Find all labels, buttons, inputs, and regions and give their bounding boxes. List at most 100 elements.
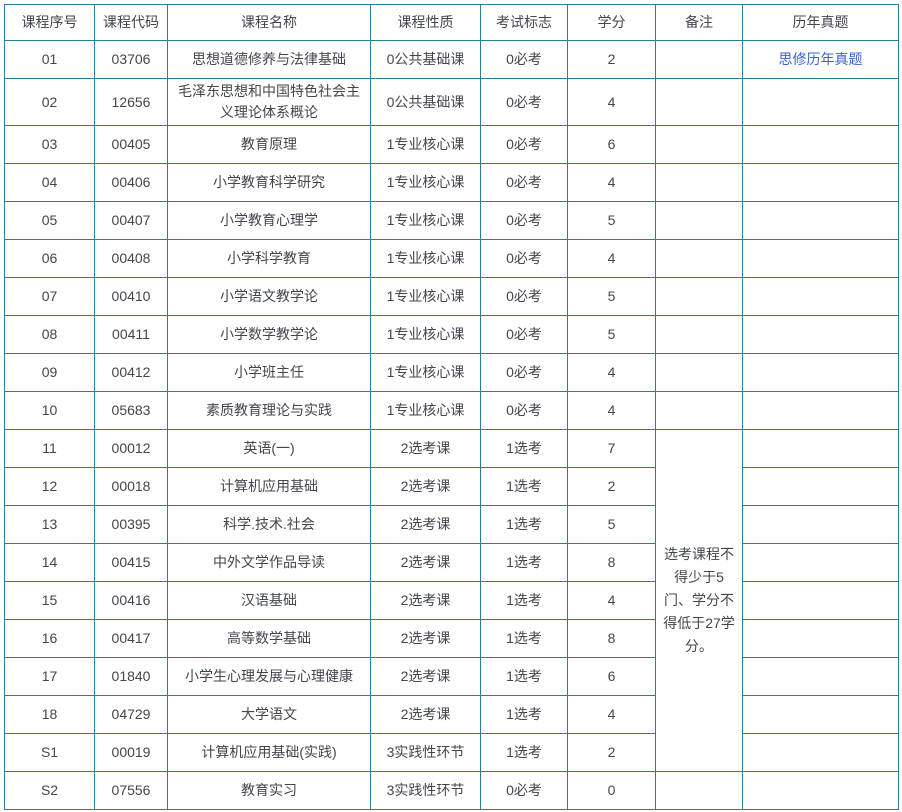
table-row-S1: S1 00019 计算机应用基础(实践) 3实践性环节 1选考 2 [4,733,899,772]
credits-cell: 2 [567,467,656,506]
table-row-10: 10 05683 素质教育理论与实践 1专业核心课 0必考 4 [4,391,899,430]
course-code-cell: 00415 [94,543,168,582]
course-name-cell: 小学教育心理学 [167,201,371,240]
col-header-course-nature: 课程性质 [370,4,481,41]
table-row-09: 09 00412 小学班主任 1专业核心课 0必考 4 [4,353,899,392]
course-code-cell: 04729 [94,695,168,734]
table-row-12: 12 00018 计算机应用基础 2选考课 1选考 2 [4,467,899,506]
course-seq-cell: S2 [4,771,95,810]
course-name-cell: 小学教育科学研究 [167,163,371,202]
course-nature-cell: 1专业核心课 [370,315,481,354]
course-seq-cell: 09 [4,353,95,392]
table-row-15: 15 00416 汉语基础 2选考课 1选考 4 [4,581,899,620]
past-paper-cell [742,163,899,202]
note-cell [655,353,743,392]
col-header-note: 备注 [655,4,743,41]
course-code-cell: 00406 [94,163,168,202]
past-paper-cell [742,201,899,240]
credits-cell: 5 [567,277,656,316]
past-paper-link[interactable]: 思修历年真题 [778,51,863,67]
note-cell [655,771,743,810]
course-seq-cell: 10 [4,391,95,430]
table-row-14: 14 00415 中外文学作品导读 2选考课 1选考 8 [4,543,899,582]
past-paper-cell [742,581,899,620]
credits-cell: 4 [567,163,656,202]
table-row-03: 03 00405 教育原理 1专业核心课 0必考 6 [4,125,899,164]
course-name-cell: 计算机应用基础(实践) [167,733,371,772]
course-table-header: 课程序号 课程代码 课程名称 课程性质 考试标志 学分 备注 历年真题 [4,4,899,41]
course-name-cell: 教育实习 [167,771,371,810]
past-paper-cell [742,391,899,430]
past-paper-cell [742,239,899,278]
course-nature-cell: 2选考课 [370,619,481,658]
course-name-cell: 思想道德修养与法律基础 [167,40,371,79]
credits-cell: 6 [567,125,656,164]
col-header-course-name: 课程名称 [167,4,371,41]
course-seq-cell: 16 [4,619,95,658]
exam-flag-cell: 0必考 [480,201,568,240]
past-paper-cell [742,467,899,506]
col-header-credits: 学分 [567,4,656,41]
course-nature-cell: 0公共基础课 [370,40,481,79]
course-name-cell: 小学语文教学论 [167,277,371,316]
course-nature-cell: 1专业核心课 [370,125,481,164]
table-row-08: 08 00411 小学数学教学论 1专业核心课 0必考 5 [4,315,899,354]
course-name-cell: 汉语基础 [167,581,371,620]
exam-flag-cell: 0必考 [480,771,568,810]
header-row: 课程序号 课程代码 课程名称 课程性质 考试标志 学分 备注 历年真题 [4,4,899,41]
credits-cell: 7 [567,429,656,468]
table-row-06: 06 00408 小学科学教育 1专业核心课 0必考 4 [4,239,899,278]
course-code-cell: 00411 [94,315,168,354]
note-cell [655,125,743,164]
course-nature-cell: 1专业核心课 [370,353,481,392]
course-nature-cell: 1专业核心课 [370,391,481,430]
course-code-cell: 00417 [94,619,168,658]
past-paper-cell [742,657,899,696]
credits-cell: 2 [567,733,656,772]
course-nature-cell: 2选考课 [370,657,481,696]
course-name-cell: 小学科学教育 [167,239,371,278]
course-seq-cell: 04 [4,163,95,202]
exam-flag-cell: 0必考 [480,40,568,79]
course-name-cell: 计算机应用基础 [167,467,371,506]
course-seq-cell: 13 [4,505,95,544]
course-seq-cell: 01 [4,40,95,79]
course-nature-cell: 2选考课 [370,429,481,468]
table-row-07: 07 00410 小学语文教学论 1专业核心课 0必考 5 [4,277,899,316]
course-code-cell: 00412 [94,353,168,392]
course-name-cell: 毛泽东思想和中国特色社会主义理论体系概论 [167,78,371,126]
past-paper-cell [742,429,899,468]
exam-flag-cell: 0必考 [480,125,568,164]
past-paper-cell [742,619,899,658]
course-nature-cell: 1专业核心课 [370,201,481,240]
table-row-02: 02 12656 毛泽东思想和中国特色社会主义理论体系概论 0公共基础课 0必考 4 [4,78,899,126]
course-nature-cell: 2选考课 [370,505,481,544]
table-row-01: 01 03706 思想道德修养与法律基础 0公共基础课 0必考 2 思修历年真题 [4,40,899,79]
past-paper-cell [742,505,899,544]
exam-flag-cell: 0必考 [480,315,568,354]
exam-flag-cell: 1选考 [480,467,568,506]
course-table-body: 01 03706 思想道德修养与法律基础 0公共基础课 0必考 2 思修历年真题 02 1265… [4,40,899,810]
exam-flag-cell: 1选考 [480,543,568,582]
credits-cell: 8 [567,543,656,582]
exam-flag-cell: 1选考 [480,429,568,468]
credits-cell: 5 [567,505,656,544]
col-header-course-code: 课程代码 [94,4,168,41]
note-cell [655,239,743,278]
table-row-04: 04 00406 小学教育科学研究 1专业核心课 0必考 4 [4,163,899,202]
course-name-cell: 大学语文 [167,695,371,734]
exam-flag-cell: 1选考 [480,581,568,620]
col-header-exam-flag: 考试标志 [480,4,568,41]
note-cell [655,163,743,202]
course-name-cell: 高等数学基础 [167,619,371,658]
past-paper-cell [742,543,899,582]
credits-cell: 4 [567,695,656,734]
course-code-cell: 05683 [94,391,168,430]
past-paper-cell [742,771,899,810]
course-name-cell: 英语(一) [167,429,371,468]
exam-flag-cell: 0必考 [480,239,568,278]
col-header-past-papers: 历年真题 [742,4,899,41]
course-nature-cell: 2选考课 [370,581,481,620]
course-seq-cell: 12 [4,467,95,506]
table-row-11: 11 00012 英语(一) 2选考课 1选考 7 选考课程不得少于5门、学分不得低于27学… [4,429,899,772]
